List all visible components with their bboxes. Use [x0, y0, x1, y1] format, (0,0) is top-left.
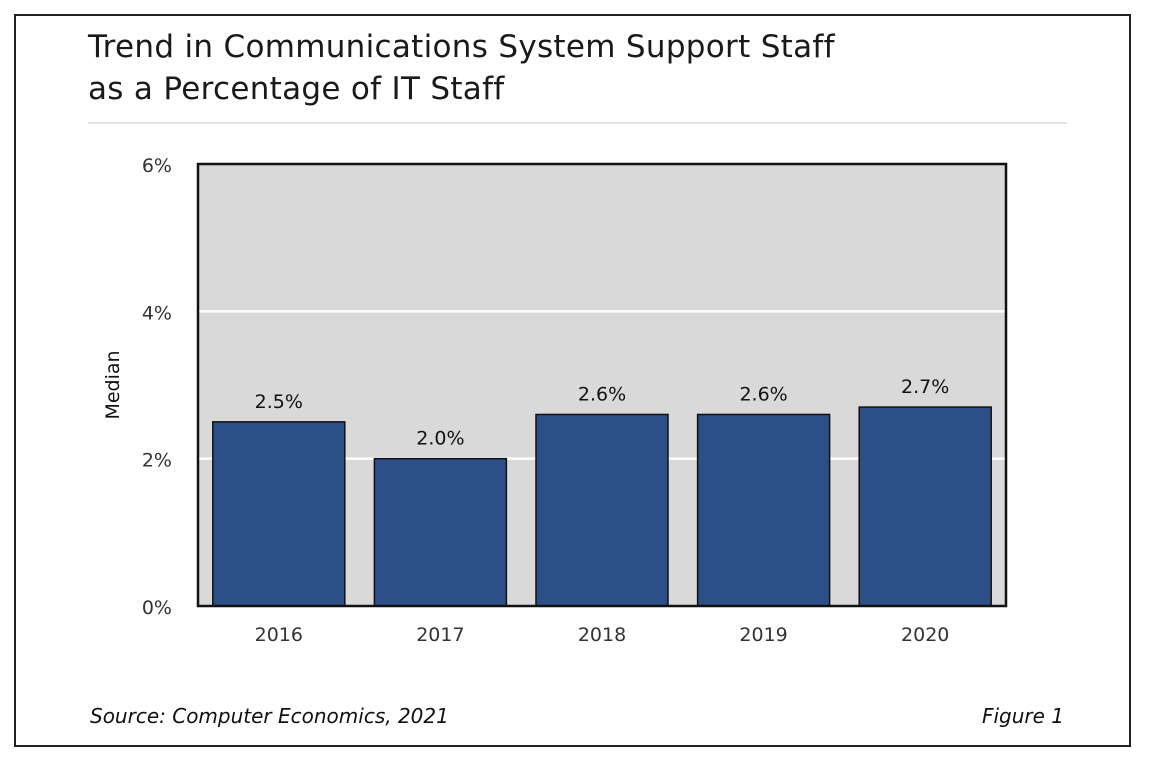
chart-title: Trend in Communications System Support S…: [88, 26, 835, 110]
bar: [212, 421, 346, 607]
data-label: 2.7%: [901, 376, 949, 398]
y-tick-label: 0%: [142, 597, 172, 619]
data-label: 2.5%: [255, 391, 303, 413]
x-tick-label: 2020: [901, 624, 949, 646]
x-tick-label: 2016: [255, 624, 303, 646]
y-tick-label: 6%: [142, 155, 172, 177]
plot-border: [196, 162, 1008, 608]
x-tick-label: 2019: [739, 624, 787, 646]
bar: [535, 413, 669, 607]
data-label: 2.6%: [739, 383, 787, 405]
bar: [696, 413, 831, 607]
y-axis-label: Median: [102, 350, 124, 419]
chart-title-line-2: as a Percentage of IT Staff: [88, 71, 505, 107]
figure-label: Figure 1: [981, 704, 1064, 728]
chart-title-line-1: Trend in Communications System Support S…: [88, 29, 835, 65]
data-label: 2.0%: [416, 428, 464, 450]
x-tick-label: 2018: [578, 624, 626, 646]
x-tick-label: 2017: [416, 624, 464, 646]
y-tick-label: 4%: [142, 302, 172, 324]
source-note: Source: Computer Economics, 2021: [90, 704, 449, 728]
bar: [373, 457, 508, 607]
title-divider: [88, 122, 1067, 124]
figure-frame: [14, 14, 1131, 747]
y-tick-label: 2%: [142, 450, 172, 472]
data-label: 2.6%: [578, 383, 626, 405]
bar: [858, 406, 992, 607]
